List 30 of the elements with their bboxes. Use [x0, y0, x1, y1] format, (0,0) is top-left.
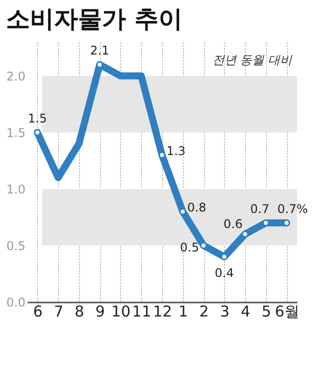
- y-tick-label: 2.0: [6, 69, 26, 84]
- x-tick-label: 6: [33, 302, 43, 320]
- x-tick-label: 4: [240, 302, 250, 320]
- x-tick-label: 8: [74, 302, 84, 320]
- x-tick-label: 3: [220, 302, 230, 320]
- chart-title: 소비자물가 추이: [6, 5, 182, 33]
- x-tick-label: 9: [95, 302, 105, 320]
- y-tick-label: 1.5: [6, 126, 26, 140]
- x-tick-label: 1: [178, 302, 188, 320]
- x-tick-label: 6월: [274, 302, 300, 320]
- data-label: 0.6: [224, 217, 243, 232]
- x-tick-label: 2: [199, 302, 209, 320]
- x-tick-label: 5: [262, 302, 272, 320]
- data-label: 1.3: [166, 144, 186, 158]
- data-label: 0.5: [180, 240, 200, 254]
- x-tick-label: 7: [54, 302, 64, 320]
- x-tick-label: 11: [132, 302, 152, 320]
- data-label: 0.4: [214, 266, 234, 280]
- y-tick-label: 0.0: [6, 296, 26, 310]
- y-tick-label: 0.5: [6, 238, 26, 253]
- point: [34, 128, 41, 136]
- data-label: 2.1: [90, 44, 110, 58]
- data-label: 0.7%: [277, 202, 308, 216]
- data-label: 1.5: [28, 111, 47, 126]
- annotation: 전년 동월 대비: [212, 53, 293, 67]
- y-tick-label: 1.0: [6, 182, 26, 196]
- data-label: 0.7: [250, 202, 270, 216]
- x-tick-label: 12: [152, 302, 172, 320]
- x-tick-label: 10: [111, 302, 131, 320]
- data-label: 0.8: [187, 200, 206, 215]
